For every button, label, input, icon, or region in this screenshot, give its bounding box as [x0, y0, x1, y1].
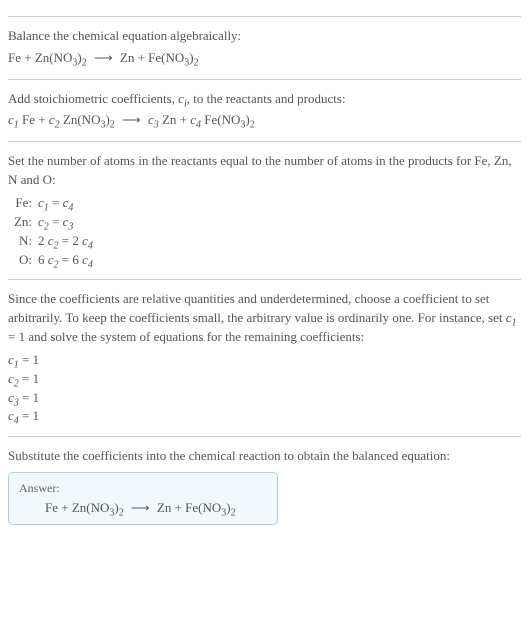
- cc: c4: [8, 408, 19, 423]
- cb: c3: [63, 214, 74, 229]
- atom-row-fe: Fe: c1 = c4: [8, 194, 521, 213]
- aeq-zn: Zn: [157, 500, 171, 515]
- answer-label: Answer:: [19, 481, 267, 496]
- mid: =: [49, 214, 63, 229]
- ca: c2: [38, 214, 49, 229]
- arrow-icon: ⟶: [131, 500, 150, 516]
- cc: c1: [8, 352, 19, 367]
- section4-title: Since the coefficients are relative quan…: [8, 290, 521, 347]
- s4c1: c1: [506, 310, 517, 325]
- cbs: 4: [88, 259, 93, 270]
- cb: c4: [82, 252, 93, 267]
- atom-val: 2 c2 = 2 c4: [38, 232, 93, 251]
- t4: Fe(NO: [201, 112, 240, 127]
- atom-table: Fe: c1 = c4 Zn: c2 = c3 N: 2 c2 = 2 c4 O…: [8, 194, 521, 269]
- s4c1s: 1: [512, 318, 517, 329]
- aeq-plus2: +: [171, 500, 185, 515]
- section-stoichiometric: Add stoichiometric coefficients, ci, to …: [8, 79, 521, 132]
- pre: 6: [38, 252, 48, 267]
- ca: c2: [48, 233, 59, 248]
- ccv: = 1: [19, 371, 39, 386]
- s4tb: = 1 and solve the system of equations fo…: [8, 329, 364, 344]
- atom-row-n: N: 2 c2 = 2 c4: [8, 232, 521, 251]
- ccv: = 1: [19, 390, 39, 405]
- eq-znno3: Zn(NO: [35, 50, 73, 65]
- preb: 2: [72, 233, 82, 248]
- section-solve: Since the coefficients are relative quan…: [8, 279, 521, 426]
- answer-box: Answer: Fe + Zn(NO3)2 ⟶ Zn + Fe(NO3)2: [8, 472, 278, 525]
- t4sub2: 2: [250, 120, 255, 131]
- section2-equation: c1 Fe + c2 Zn(NO3)2 ⟶ c3 Zn + c4 Fe(NO3)…: [8, 110, 521, 131]
- atom-label: Fe:: [8, 194, 38, 213]
- coeff-row: c3 = 1: [8, 389, 521, 408]
- mid: =: [59, 252, 73, 267]
- arrow-icon: ⟶: [94, 48, 113, 69]
- c1: c1: [8, 112, 19, 127]
- cb: c4: [82, 233, 93, 248]
- cc: c3: [8, 390, 19, 405]
- eq-plus: +: [24, 50, 35, 65]
- eq-rsub2: 2: [194, 57, 199, 68]
- c2: c2: [49, 112, 60, 127]
- mid: =: [59, 233, 73, 248]
- atom-label: Zn:: [8, 213, 38, 232]
- sec2-ta: Add stoichiometric coefficients,: [8, 91, 178, 106]
- section-answer: Substitute the coefficients into the che…: [8, 436, 521, 525]
- ccv: = 1: [19, 408, 39, 423]
- aeq-feno3: Fe(NO: [185, 500, 221, 515]
- ca: c1: [38, 195, 49, 210]
- aeq-sub2: 2: [119, 508, 124, 519]
- ca: c2: [48, 252, 59, 267]
- coeff-row: c1 = 1: [8, 351, 521, 370]
- eq-sub2: 2: [82, 57, 87, 68]
- section-balance-intro: Balance the chemical equation algebraica…: [8, 16, 521, 69]
- section-atoms: Set the number of atoms in the reactants…: [8, 141, 521, 269]
- section1-title: Balance the chemical equation algebraica…: [8, 27, 521, 46]
- eq-feno3: Fe(NO: [148, 50, 184, 65]
- ccv: = 1: [19, 352, 39, 367]
- atom-row-o: O: 6 c2 = 6 c4: [8, 251, 521, 270]
- aeq-fe: Fe: [45, 500, 58, 515]
- pre: 2: [38, 233, 48, 248]
- atom-val: c1 = c4: [38, 194, 73, 213]
- c3: c3: [148, 112, 159, 127]
- aeq-plus: +: [58, 500, 72, 515]
- coeff-row: c4 = 1: [8, 407, 521, 426]
- t2sub2: 2: [110, 120, 115, 131]
- eq-zn: Zn: [120, 50, 134, 65]
- preb: 6: [72, 252, 82, 267]
- atom-row-zn: Zn: c2 = c3: [8, 213, 521, 232]
- t3: Zn +: [159, 112, 191, 127]
- cc: c2: [8, 371, 19, 386]
- s4ta: Since the coefficients are relative quan…: [8, 291, 506, 325]
- t1: Fe +: [19, 112, 49, 127]
- answer-equation: Fe + Zn(NO3)2 ⟶ Zn + Fe(NO3)2: [19, 500, 267, 516]
- section1-equation: Fe + Zn(NO3)2 ⟶ Zn + Fe(NO3)2: [8, 48, 521, 69]
- c4: c4: [190, 112, 201, 127]
- atom-label: O:: [8, 251, 38, 270]
- cb: c4: [63, 195, 74, 210]
- eq-fe: Fe: [8, 50, 21, 65]
- arrow-icon: ⟶: [122, 110, 141, 131]
- mid: =: [49, 195, 63, 210]
- section2-title: Add stoichiometric coefficients, ci, to …: [8, 90, 521, 109]
- atom-val: c2 = c3: [38, 213, 73, 232]
- atom-label: N:: [8, 232, 38, 251]
- coeff-list: c1 = 1 c2 = 1 c3 = 1 c4 = 1: [8, 351, 521, 426]
- aeq-znno3: Zn(NO: [72, 500, 110, 515]
- coeff-row: c2 = 1: [8, 370, 521, 389]
- section5-title: Substitute the coefficients into the che…: [8, 447, 521, 466]
- aeq-rsub2: 2: [231, 508, 236, 519]
- sec2-ci: ci: [178, 91, 187, 106]
- section3-title: Set the number of atoms in the reactants…: [8, 152, 521, 190]
- eq-plus2: +: [138, 50, 149, 65]
- t2: Zn(NO: [60, 112, 101, 127]
- sec2-tb: , to the reactants and products:: [187, 91, 346, 106]
- atom-val: 6 c2 = 6 c4: [38, 251, 93, 270]
